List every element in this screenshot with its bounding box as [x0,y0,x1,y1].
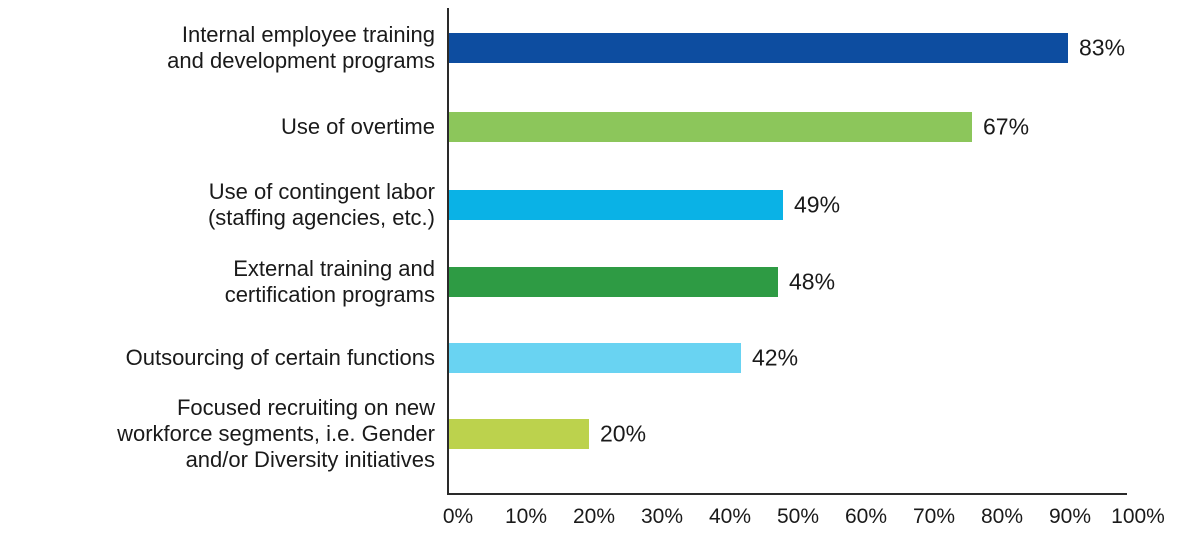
bar-3 [449,190,783,220]
bar-5 [449,343,741,373]
bar-4 [449,267,778,297]
category-label-5: Outsourcing of certain functions [125,345,435,370]
x-tick-label-100pct: 100% [1111,505,1165,528]
bar-1 [449,33,1068,63]
x-tick-label-10pct: 10% [504,505,548,528]
bar-value-label-2: 67% [983,113,1030,140]
x-tick-label-70pct: 70% [912,505,956,528]
bar-value-label-6: 20% [600,420,647,447]
category-label-4: External training and certification prog… [224,256,435,307]
plot-area: 83% 67% 49% 48% 42% 20% [447,8,1127,495]
category-label-2: Use of overtime [280,114,435,139]
bar-value-label-1: 83% [1079,34,1126,61]
category-label-6: Focused recruiting on new workforce segm… [117,395,435,472]
x-tick-label-30pct: 30% [640,505,684,528]
bar-6 [449,419,589,449]
bar-value-label-3: 49% [794,191,841,218]
x-tick-label-40pct: 40% [708,505,752,528]
x-tick-label-60pct: 60% [844,505,888,528]
category-label-1: Internal employee training and developme… [167,22,435,73]
x-tick-label-50pct: 50% [776,505,820,528]
x-tick-label-0pct: 0% [442,505,474,528]
category-label-3: Use of contingent labor (staffing agenci… [207,179,435,230]
bar-value-label-4: 48% [789,268,836,295]
x-tick-label-80pct: 80% [980,505,1024,528]
bar-value-label-5: 42% [752,344,799,371]
bar-2 [449,112,972,142]
x-tick-label-20pct: 20% [572,505,616,528]
x-tick-label-90pct: 90% [1048,505,1092,528]
